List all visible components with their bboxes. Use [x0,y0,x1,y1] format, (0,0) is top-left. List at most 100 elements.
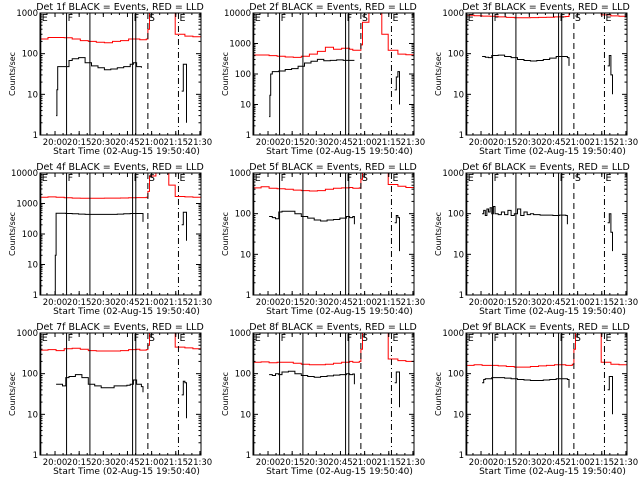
x-tick-label: 20:45 [328,458,353,468]
marker-label: E [255,333,261,344]
x-tick-label: 21:00 [139,138,164,148]
events-series-line [269,370,355,385]
lld-series-line [466,13,627,19]
x-tick-label: 21:15 [377,138,402,148]
marker-label: F [494,13,499,24]
x-axis-label: Start Time (02-Aug-15 19:50:40) [479,307,626,317]
lld-series-line [466,333,627,368]
panel-title: Det 1f BLACK = Events, RED = LLD [36,2,204,13]
marker-label: F [347,13,352,24]
x-tick-label: 21:00 [352,298,377,308]
x-tick-label: 21:00 [565,298,590,308]
events-series-line [482,377,570,388]
events-tail-series-line [394,71,400,105]
y-axis-label: Counts/sec [434,52,443,96]
y-tick-label: 100 [448,50,464,60]
x-tick-label: 20:30 [304,298,329,308]
series-group [40,173,201,295]
y-tick-label: 1000 [16,9,38,19]
marker-label: F [560,173,565,184]
marker-label: E [605,13,611,24]
x-tick-label: 20:30 [304,458,329,468]
y-tick-label: 1000 [442,169,464,179]
x-tick-label: 21:30 [401,138,426,148]
x-tick-label: 21:30 [614,298,639,308]
y-tick-label: 1 [246,451,251,461]
y-tick-label: 1 [33,131,38,141]
series-group [466,13,627,95]
x-tick-label: 20:30 [517,298,542,308]
x-tick-label: 20:45 [328,298,353,308]
y-axis-label: Counts/sec [8,372,17,416]
x-tick-label: 21:15 [590,138,615,148]
y-tick-label: 1 [246,131,251,141]
marker-label: E [179,173,185,184]
series-group [253,13,414,118]
x-tick-label: 20:00 [469,138,494,148]
plot-frame [252,12,415,136]
marker-label: E [42,173,48,184]
series-group [40,13,201,123]
y-tick-label: 100 [235,210,251,220]
plot-frame [39,332,202,456]
x-tick-label: 20:45 [328,138,353,148]
marker-label: E [392,333,398,344]
y-tick-label: 1000 [16,329,38,339]
x-tick-label: 20:00 [43,138,68,148]
x-tick-label: 20:00 [256,298,281,308]
y-tick-label: 10000 [11,169,38,179]
y-tick-label: 1000 [442,329,464,339]
x-tick-label: 20:15 [67,138,92,148]
x-tick-label: 20:30 [91,138,116,148]
x-tick-label: 20:45 [541,298,566,308]
y-tick-label: 1000 [16,200,38,210]
y-tick-label: 10 [453,250,464,260]
marker-label: F [134,333,139,344]
marker-label: E [468,173,474,184]
events-series-line [482,54,570,66]
series-group [253,333,414,408]
x-tick-label: 21:15 [164,298,189,308]
marker-label: F [68,173,73,184]
events-tail-series-line [394,371,400,408]
x-axis-label: Start Time (02-Aug-15 19:50:40) [266,147,413,157]
events-series-line [56,57,142,117]
x-tick-label: 21:15 [164,458,189,468]
x-tick-label: 21:15 [590,298,615,308]
x-tick-label: 21:30 [614,458,639,468]
x-tick-label: 20:15 [67,458,92,468]
panel-title: Det 8f BLACK = Events, RED = LLD [249,322,417,333]
marker-label: E [255,173,261,184]
y-tick-label: 100 [448,370,464,380]
y-tick-label: 10 [27,261,38,271]
x-tick-label: 20:00 [43,458,68,468]
marker-label: E [42,333,48,344]
lld-series-line [40,333,201,352]
x-tick-label: 20:00 [469,458,494,468]
marker-label: F [68,333,73,344]
marker-label: F [560,13,565,24]
x-tick-label: 21:15 [377,458,402,468]
x-tick-label: 21:00 [565,138,590,148]
events-series-line [269,58,355,118]
marker-label: S [575,173,581,184]
x-tick-label: 21:30 [401,298,426,308]
marker-label: E [468,13,474,24]
marker-label: E [179,333,185,344]
y-tick-label: 10000 [224,9,251,19]
x-tick-label: 21:00 [352,138,377,148]
x-tick-label: 21:15 [164,138,189,148]
x-axis-label: Start Time (02-Aug-15 19:50:40) [479,147,626,157]
y-axis-label: Counts/sec [221,212,230,256]
y-tick-label: 100 [448,210,464,220]
marker-label: S [575,13,581,24]
marker-label: E [605,333,611,344]
lld-series-line [253,13,414,58]
x-tick-label: 20:15 [493,138,518,148]
lld-series-line [253,333,414,366]
